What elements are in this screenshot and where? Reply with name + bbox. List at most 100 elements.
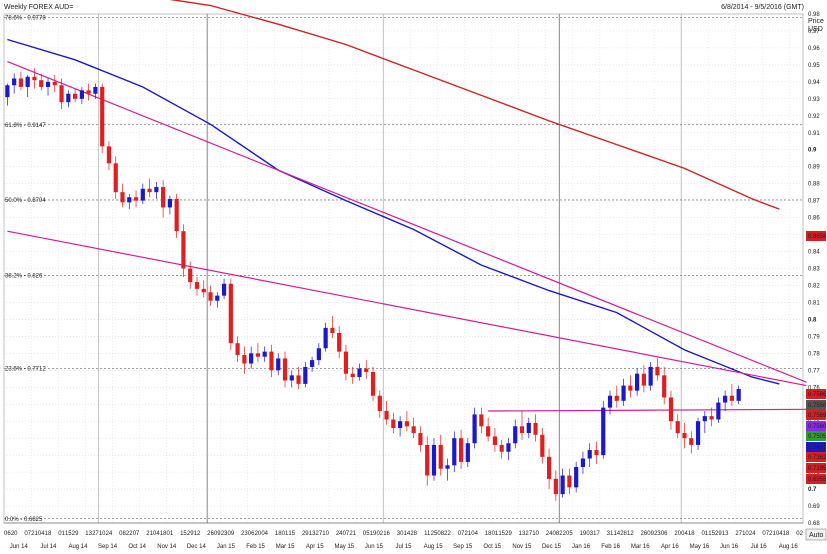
price-badge xyxy=(806,389,826,399)
y-tick-label: 0.9 xyxy=(808,148,817,154)
candle-body xyxy=(384,411,389,420)
candle-body xyxy=(106,146,112,164)
trendlines xyxy=(7,60,807,412)
candle-body xyxy=(391,419,396,428)
candle-body xyxy=(553,478,558,495)
x-day-label: 13 xyxy=(85,531,92,537)
y-tick-label: 0.91 xyxy=(808,131,820,137)
x-month-label: Oct 15 xyxy=(483,544,501,550)
candle-body xyxy=(140,188,145,201)
candle-body xyxy=(242,355,247,364)
candle-body xyxy=(729,395,735,401)
price-label: Price xyxy=(808,18,824,25)
x-day-label: 28 xyxy=(620,531,627,537)
x-month-label: Sep 15 xyxy=(453,544,473,550)
candle-body xyxy=(607,395,613,408)
candle-body xyxy=(682,433,687,439)
candle-body xyxy=(560,475,565,495)
x-day-label: 18 xyxy=(275,531,282,537)
candle-body xyxy=(411,426,416,434)
candle-body xyxy=(72,93,78,99)
price-badge xyxy=(806,452,826,462)
x-month-label: Feb 16 xyxy=(601,544,620,550)
candle-body xyxy=(249,353,254,364)
x-day-label: 09 xyxy=(214,531,221,537)
x-month-label: Jun 16 xyxy=(720,544,739,550)
x-day-label: 20 xyxy=(255,531,262,537)
x-day-label: 21 xyxy=(769,531,776,537)
candle-body xyxy=(377,395,382,412)
x-month-label: Aug 15 xyxy=(424,544,444,550)
candle-body xyxy=(309,360,315,367)
x-month-label: Jan 15 xyxy=(217,544,236,550)
candle-body xyxy=(648,366,653,386)
y-tick-label: 0.81 xyxy=(808,300,820,306)
auto-label[interactable]: Auto xyxy=(809,532,824,539)
candle-body xyxy=(499,444,504,452)
fib-label: 38.2% - 0.826 xyxy=(5,273,43,279)
x-day-label: 07 xyxy=(133,531,140,537)
x-day-label: 26 xyxy=(641,531,648,537)
x-day-label: 10 xyxy=(532,531,539,537)
candle-body xyxy=(621,385,626,401)
x-day-label: 21 xyxy=(31,531,38,537)
x-day-label: 02 xyxy=(796,531,803,537)
candle-body xyxy=(445,465,450,469)
price-badge-value: 0.7560 xyxy=(808,424,827,430)
x-day-label: 26 xyxy=(207,531,214,537)
candle-body xyxy=(66,93,71,103)
x-day-label: 15 xyxy=(708,531,715,537)
x-day-label: 12 xyxy=(194,531,201,537)
x-day-label: 08 xyxy=(437,531,444,537)
candle-body xyxy=(716,402,721,420)
price-badge xyxy=(806,410,826,420)
x-day-label: 24 xyxy=(106,531,113,537)
x-day-label: 18 xyxy=(45,531,52,537)
x-day-label: 11 xyxy=(424,531,431,537)
candle-body xyxy=(228,283,233,344)
candle-body xyxy=(276,358,281,371)
x-month-label: Jul 14 xyxy=(40,544,57,550)
candle-body xyxy=(404,421,409,427)
candle-body xyxy=(526,422,531,434)
x-day-label: 04 xyxy=(261,531,268,537)
price-badge-value: 0.7586 xyxy=(808,392,827,398)
candle-body xyxy=(452,438,457,466)
x-month-label: Sep 14 xyxy=(98,544,118,550)
fib-label: 0.0% - 0.6825 xyxy=(5,517,43,523)
price-badge-value: 0.7569 xyxy=(808,413,827,419)
x-day-label: 15 xyxy=(498,531,505,537)
x-day-label: 13 xyxy=(722,531,729,537)
fib-label: 23.6% - 0.7712 xyxy=(5,366,46,372)
candle-body xyxy=(262,351,267,357)
x-day-label: 08 xyxy=(119,531,126,537)
x-day-label: 29 xyxy=(187,531,194,537)
y-tick-label: 0.83 xyxy=(808,267,820,273)
x-day-label: 31 xyxy=(607,531,614,537)
candle-body xyxy=(343,351,349,374)
candle-body xyxy=(120,192,125,203)
candle-body xyxy=(723,395,728,403)
x-day-label: 29 xyxy=(505,531,512,537)
candle-body xyxy=(5,85,10,98)
y-tick-label: 0.88 xyxy=(808,182,820,188)
candle-body xyxy=(18,78,24,87)
y-tick-label: 0.98 xyxy=(808,12,820,18)
x-day-label: 20 xyxy=(11,531,18,537)
grid xyxy=(3,13,804,524)
candle-body xyxy=(689,438,694,445)
y-tick-label: 0.78 xyxy=(808,351,820,357)
moving-averages xyxy=(7,0,780,385)
x-day-label: 22 xyxy=(559,531,566,537)
price-badge-value: 0.6958 xyxy=(808,477,827,483)
candle-body xyxy=(32,76,37,81)
candle-body xyxy=(303,366,308,384)
y-tick-label: 0.87 xyxy=(808,199,820,205)
y-tick-label: 0.79 xyxy=(808,334,820,340)
auto-scale-button[interactable] xyxy=(805,528,827,541)
x-day-label: 18 xyxy=(783,531,790,537)
candle-body xyxy=(567,475,572,488)
x-day-label: 20 xyxy=(674,531,681,537)
candle-body xyxy=(574,467,579,488)
